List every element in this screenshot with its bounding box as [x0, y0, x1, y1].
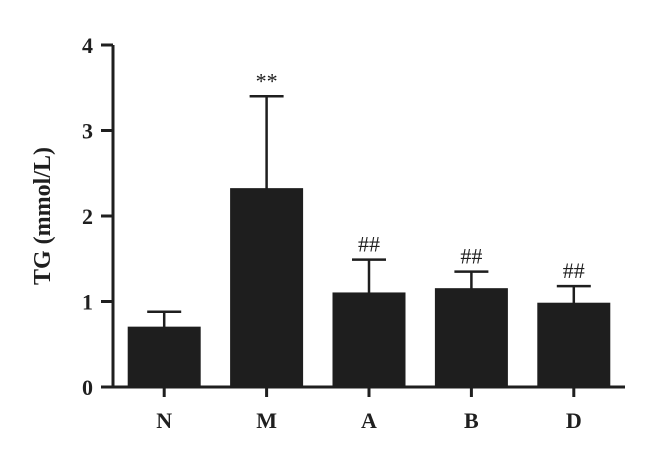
y-tick-label-3: 3 [82, 119, 93, 144]
x-tick-label-d: D [566, 408, 582, 433]
bar-d [537, 302, 611, 388]
x-tick-label-b: B [464, 408, 479, 433]
bar-m [230, 188, 304, 388]
significance-label-d: ## [563, 258, 585, 283]
significance-label-a: ## [358, 232, 380, 257]
bar-n [127, 326, 201, 388]
x-tick-label-a: A [361, 408, 377, 433]
y-axis-label: TG (mmol/L) [30, 147, 56, 285]
plot-area: 0 1 2 3 4 N ** M ## A ## B ## D TG (mmol/L) [30, 33, 625, 433]
y-tick-label-0: 0 [82, 375, 93, 400]
y-tick-label-1: 1 [82, 290, 93, 315]
y-tick-label-4: 4 [82, 33, 93, 58]
x-tick-label-n: N [156, 408, 172, 433]
bar-b [434, 288, 508, 388]
y-tick-label-2: 2 [82, 204, 93, 229]
bar-a [332, 292, 406, 388]
significance-label-b: ## [460, 244, 482, 269]
significance-label-m: ** [256, 68, 278, 93]
x-tick-label-m: M [256, 408, 277, 433]
